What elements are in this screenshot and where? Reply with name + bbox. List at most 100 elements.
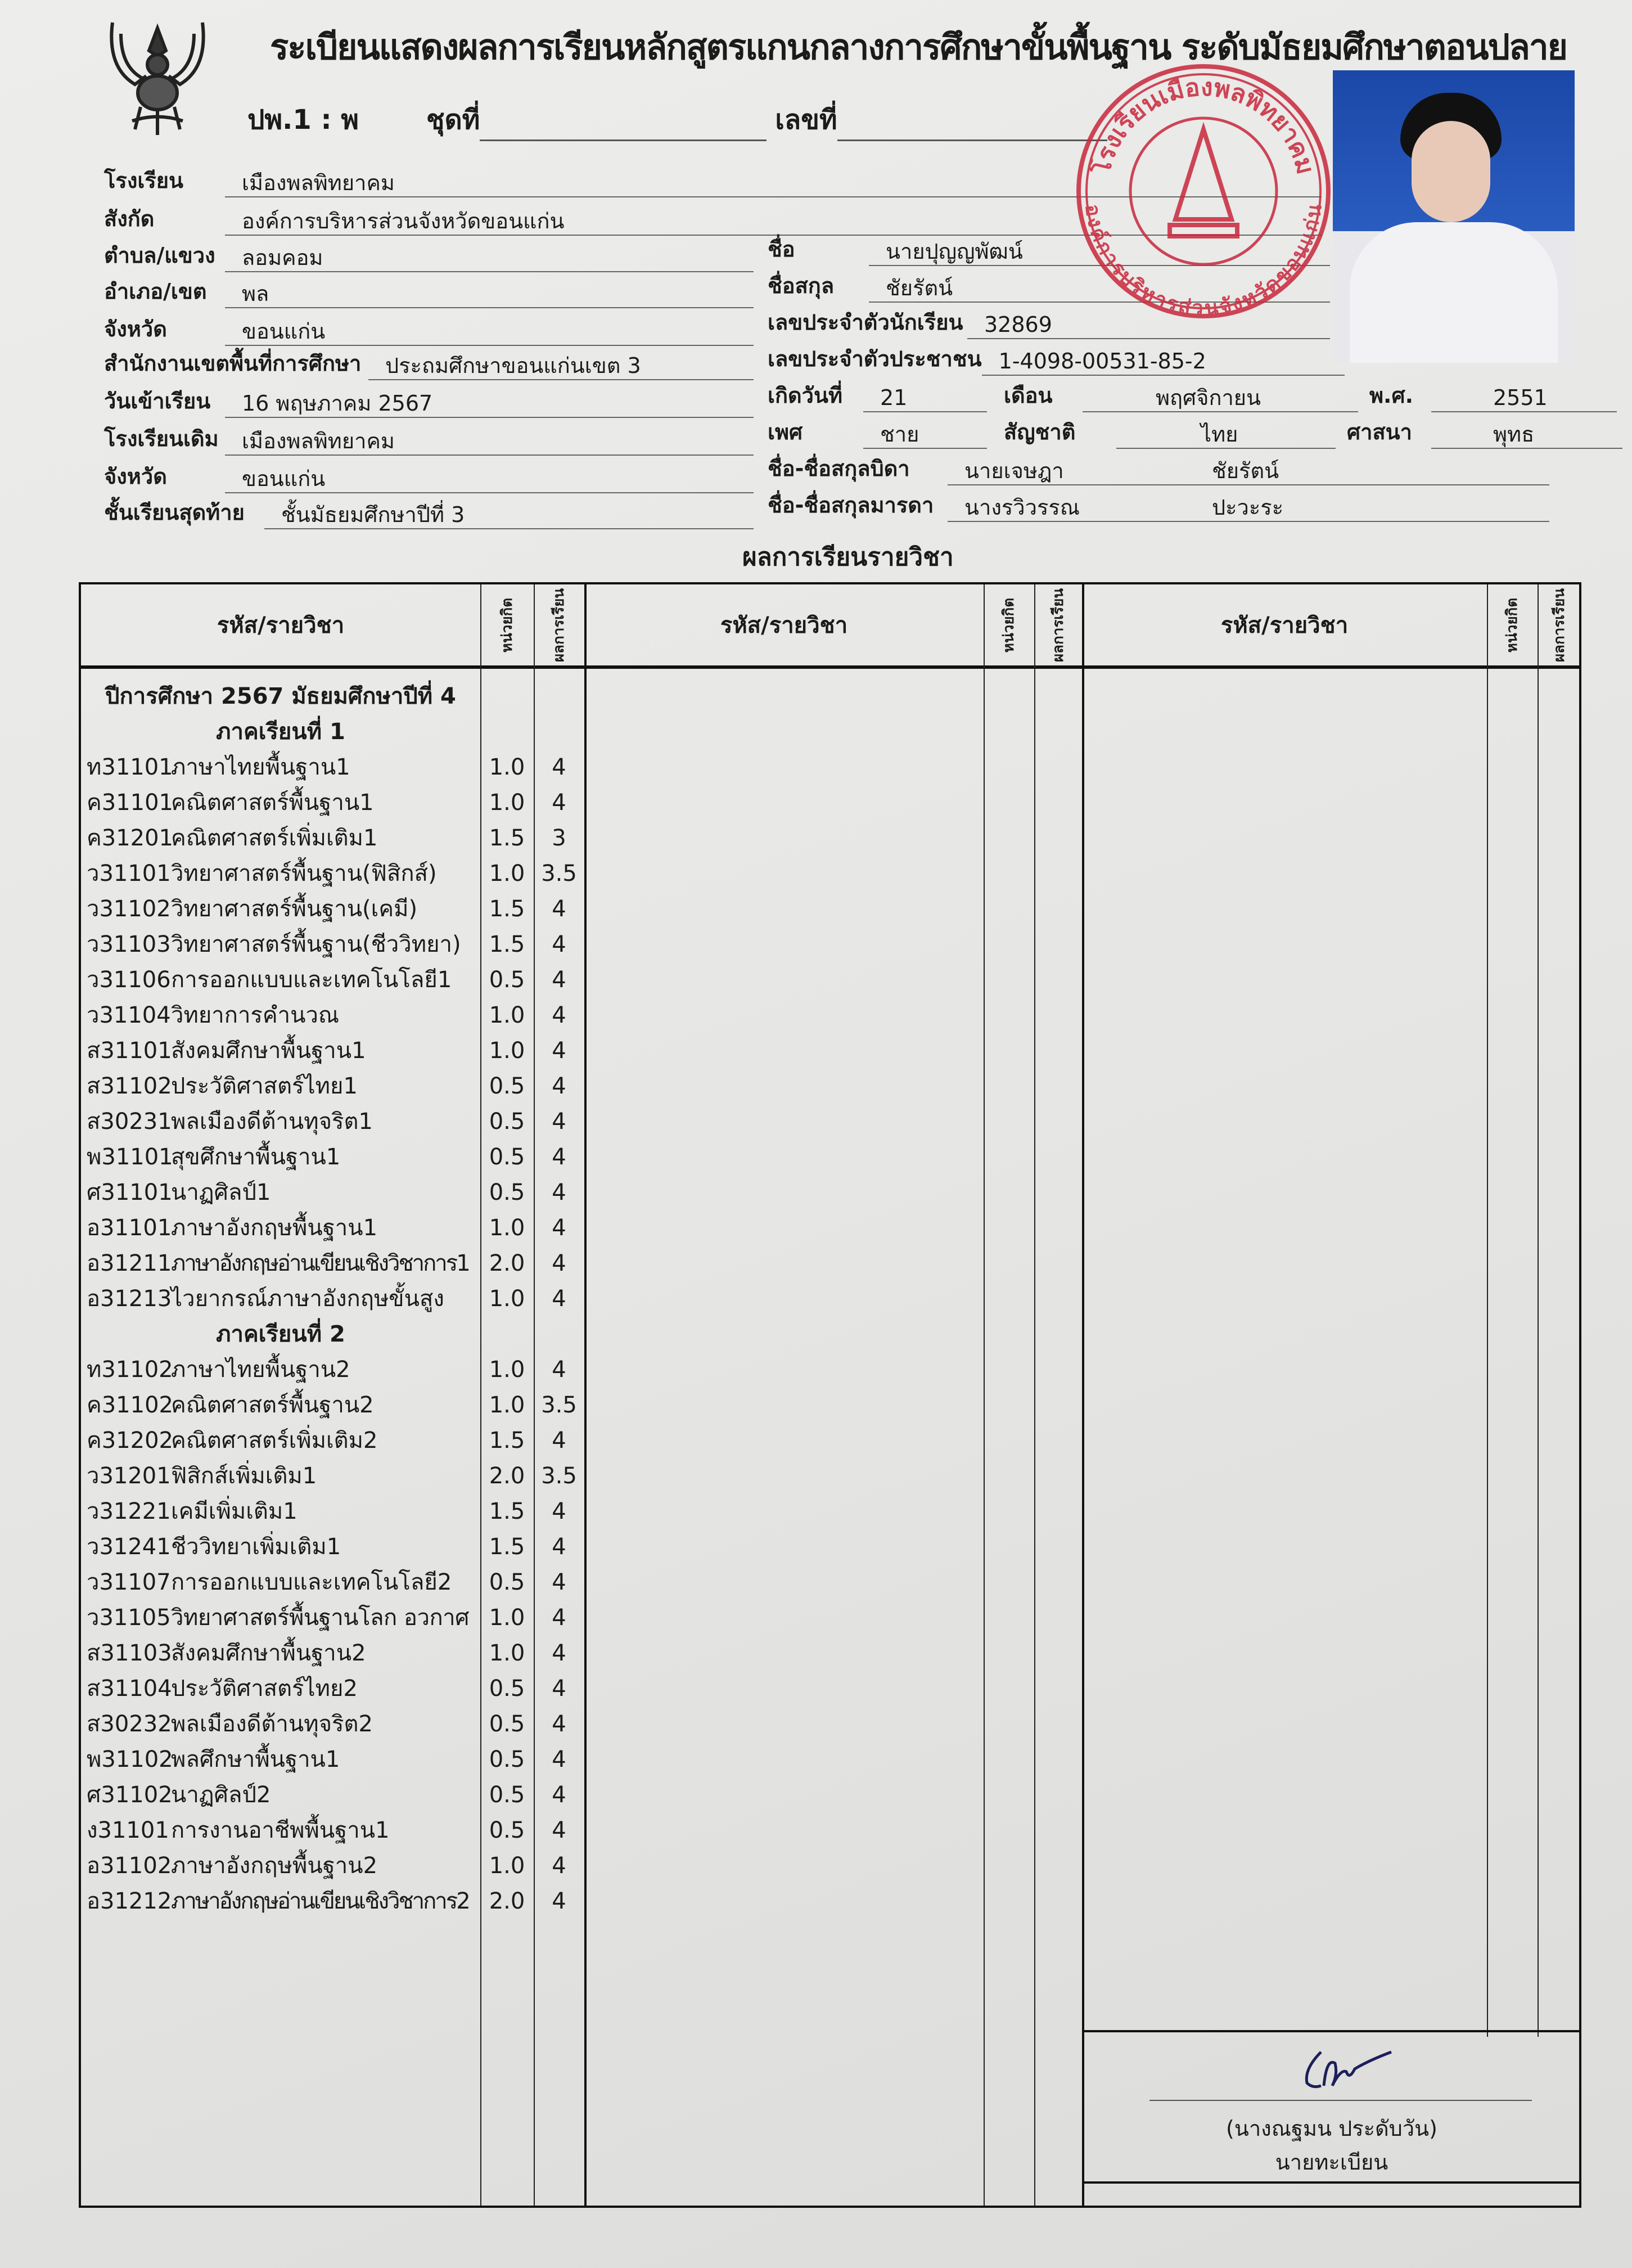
course-name: พลศึกษาพื้นฐาน1 [171, 1747, 340, 1772]
course-name: ประวัติศาสตร์ไทย1 [171, 1073, 358, 1099]
course-name: คณิตศาสตร์พื้นฐาน1 [171, 790, 374, 816]
year-heading-row: ปีการศึกษา 2567 มัธยมศึกษาปีที่ 4 [81, 679, 480, 714]
course-grade: 4 [552, 1002, 566, 1028]
birth-day: 21 [863, 383, 987, 412]
garuda-emblem-icon [101, 17, 214, 138]
column-divider [1538, 584, 1539, 2037]
course-credit: 1.0 [489, 754, 525, 780]
header-grade-3: ผลการเรียน [1538, 584, 1581, 665]
course-code: ส31103 [87, 1640, 172, 1666]
education-area: ประถมศึกษาขอนแก่นเขต 3 [368, 351, 754, 380]
signature-box: (นางณฐมน ประดับวัน) นายทะเบียน [1082, 2030, 1581, 2184]
info-label: ชื่อ [768, 237, 795, 262]
mother-surname: ปะวะระ [1212, 493, 1549, 522]
course-credit: 0.5 [489, 967, 525, 993]
course-row: ว31104 วิทยาการคำนวณ 1.0 4 [81, 998, 587, 1033]
affiliation: องค์การบริหารส่วนจังหวัดขอนแก่น [225, 206, 1322, 236]
course-row: ค31102 คณิตศาสตร์พื้นฐาน2 1.0 3.5 [81, 1388, 587, 1423]
course-credit: 1.0 [489, 1002, 525, 1028]
course-row: ว31107 การออกแบบและเทคโนโลยี2 0.5 4 [81, 1565, 587, 1600]
course-row: อ31211 ภาษาอังกฤษอ่านเขียนเชิงวิชาการ1 2.0… [81, 1246, 587, 1281]
info-label: เดือน [1004, 383, 1053, 408]
course-credit: 0.5 [489, 1180, 525, 1205]
signature-line [1149, 2100, 1532, 2101]
registrar-title: นายทะเบียน [1275, 2150, 1388, 2175]
course-code: ศ31102 [87, 1782, 173, 1808]
info-label: จังหวัด [104, 317, 167, 341]
course-name: วิทยาศาสตร์พื้นฐาน(ชีววิทยา) [171, 932, 461, 957]
course-credit: 0.5 [489, 1782, 525, 1808]
column-divider [1487, 584, 1488, 2037]
birth-year: 2551 [1431, 383, 1617, 412]
course-code: พ31102 [87, 1747, 173, 1772]
course-row: ค31201 คณิตศาสตร์เพิ่มเติม1 1.5 3 [81, 821, 587, 856]
course-row: ศ31102 นาฏศิลป์2 0.5 4 [81, 1778, 587, 1812]
course-name: การออกแบบและเทคโนโลยี1 [171, 967, 452, 993]
course-row: ส30231 พลเมืองดีต้านทุจริต1 0.5 4 [81, 1104, 587, 1139]
header-grade-2: ผลการเรียน [1034, 584, 1082, 665]
registrar-name: (นางณฐมน ประดับวัน) [1226, 2116, 1437, 2141]
course-code: ว31105 [87, 1605, 171, 1631]
course-code: ว31101 [87, 861, 171, 886]
course-row: ส31103 สังคมศึกษาพื้นฐาน2 1.0 4 [81, 1636, 587, 1671]
mother-name: นางรวิวรรณ [948, 493, 1212, 522]
course-name: วิทยาการคำนวณ [171, 1002, 340, 1028]
course-code: ค31202 [87, 1428, 174, 1454]
column-divider [1082, 584, 1084, 2206]
number-label: เลขที่ [775, 104, 837, 136]
info-label: เลขประจำตัวนักเรียน [768, 310, 963, 335]
column-divider [584, 584, 587, 2206]
course-code: ส31104 [87, 1676, 172, 1702]
course-grade: 4 [552, 1569, 566, 1595]
column-divider [1034, 584, 1035, 2206]
course-credit: 1.0 [489, 1392, 525, 1418]
course-code: อ31211 [87, 1250, 172, 1276]
form-code: ปพ.1 : พ [247, 104, 359, 136]
course-row: ส30232 พลเมืองดีต้านทุจริต2 0.5 4 [81, 1707, 587, 1742]
course-code: ว31107 [87, 1569, 171, 1595]
course-name: วิทยาศาสตร์พื้นฐาน(ฟิสิกส์) [171, 861, 437, 886]
course-grade: 4 [552, 1782, 566, 1808]
course-name: ภาษาไทยพื้นฐาน1 [171, 754, 350, 780]
info-label: โรงเรียนเดิม [104, 426, 219, 451]
info-label: เพศ [768, 420, 803, 444]
info-label: สังกัด [104, 206, 155, 231]
info-label: อำเภอ/เขต [104, 279, 207, 304]
course-row: พ31101 สุขศึกษาพื้นฐาน1 0.5 4 [81, 1140, 587, 1174]
info-label: ชื่อ-ชื่อสกุลมารดา [768, 493, 934, 518]
course-credit: 1.5 [489, 1534, 525, 1560]
enroll-date: 16 พฤษภาคม 2567 [225, 389, 754, 418]
course-name: ภาษาอังกฤษอ่านเขียนเชิงวิชาการ1 [171, 1250, 471, 1276]
course-row: อ31102 ภาษาอังกฤษพื้นฐาน2 1.0 4 [81, 1848, 587, 1883]
info-label: ชื่อ-ชื่อสกุลบิดา [768, 456, 910, 481]
subdistrict: ลอมคอม [225, 243, 754, 272]
course-name: พลเมืองดีต้านทุจริต2 [171, 1711, 373, 1737]
info-label: โรงเรียน [104, 168, 184, 193]
course-grade: 4 [552, 1144, 566, 1170]
course-row: ส31104 ประวัติศาสตร์ไทย2 0.5 4 [81, 1671, 587, 1706]
course-name: วิทยาศาสตร์พื้นฐาน(เคมี) [171, 896, 418, 922]
header-credit-1-text: หน่วยกิต [499, 597, 516, 652]
course-grade: 4 [552, 896, 566, 922]
course-name: ภาษาไทยพื้นฐาน2 [171, 1357, 350, 1383]
info-label: สำนักงานเขตพื้นที่การศึกษา [104, 351, 362, 376]
course-grade: 4 [552, 967, 566, 993]
info-label: วันเข้าเรียน [104, 389, 211, 413]
course-credit: 1.5 [489, 1428, 525, 1454]
sex: ชาย [863, 420, 987, 449]
course-grade: 4 [552, 1286, 566, 1312]
header-grade-2-text: ผลการเรียน [1050, 588, 1067, 662]
religion: พุทธ [1431, 420, 1622, 449]
course-credit: 1.5 [489, 1498, 525, 1524]
info-label: สัญชาติ [1004, 420, 1076, 444]
course-name: ฟิสิกส์เพิ่มเติม1 [171, 1463, 317, 1489]
course-name: พลเมืองดีต้านทุจริต1 [171, 1109, 373, 1135]
info-label: ศาสนา [1347, 420, 1412, 444]
course-name: คณิตศาสตร์เพิ่มเติม2 [171, 1428, 378, 1454]
header-subject-3: รหัส/รายวิชา [1220, 613, 1349, 638]
course-grade: 4 [552, 932, 566, 957]
course-credit: 1.0 [489, 1357, 525, 1383]
course-row: ศ31101 นาฏศิลป์1 0.5 4 [81, 1175, 587, 1210]
course-grade: 4 [552, 1357, 566, 1383]
course-name: สังคมศึกษาพื้นฐาน2 [171, 1640, 366, 1666]
